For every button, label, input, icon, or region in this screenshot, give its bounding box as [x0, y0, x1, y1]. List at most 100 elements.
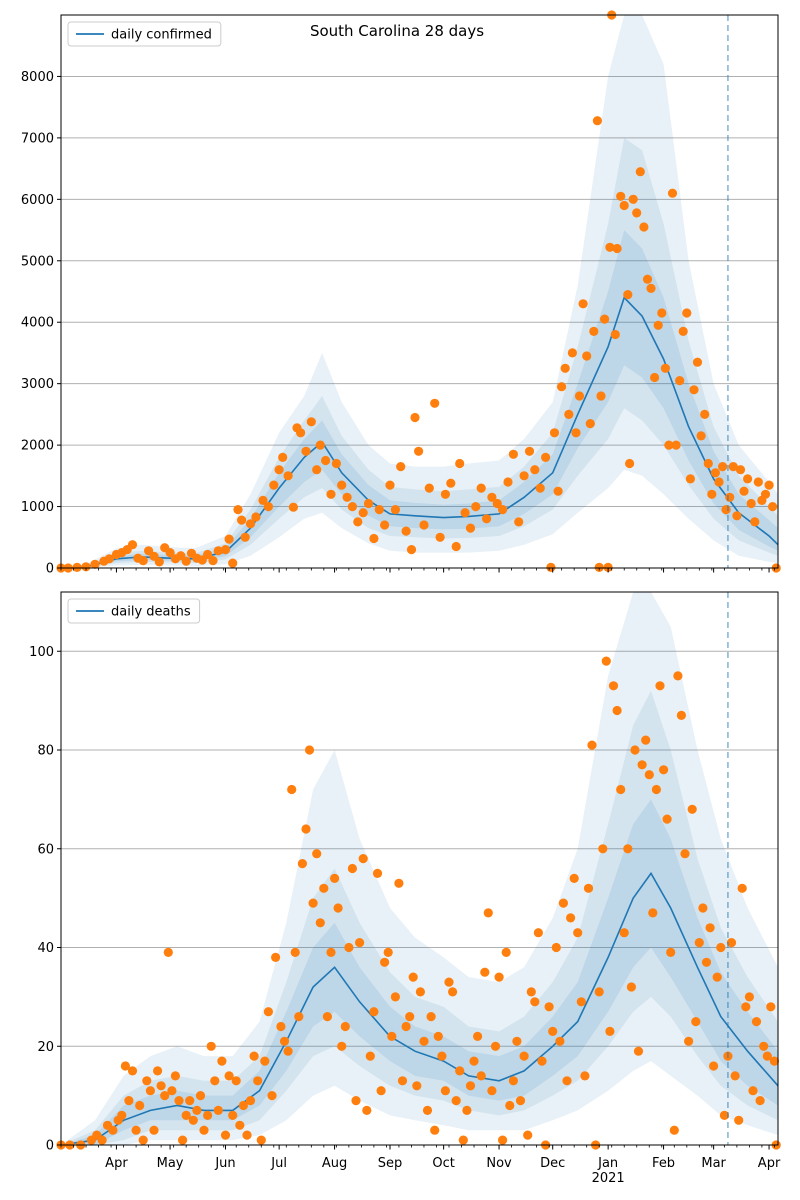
data-point [185, 1096, 195, 1106]
data-point [612, 705, 622, 716]
data-point [326, 947, 336, 958]
data-point [718, 462, 728, 472]
data-point [642, 274, 653, 284]
data-point [667, 188, 678, 198]
data-point [583, 883, 594, 893]
data-point [573, 928, 583, 938]
data-point [628, 194, 638, 204]
data-point [555, 1036, 565, 1046]
data-point [188, 1115, 198, 1125]
data-point [469, 1056, 479, 1066]
data-point [639, 222, 649, 232]
y-ticks: 0 20 40 60 80 100 [29, 645, 61, 1154]
data-point [623, 290, 633, 300]
data-point [512, 1036, 522, 1046]
data-point [174, 1096, 184, 1106]
data-point [594, 562, 604, 573]
data-point [709, 1061, 719, 1071]
data-point [154, 557, 164, 567]
data-point [455, 1066, 465, 1076]
y-tick-label: 6000 [21, 193, 54, 208]
data-point [696, 431, 706, 441]
data-point [605, 1026, 615, 1036]
data-point [224, 534, 234, 544]
data-point [355, 938, 365, 948]
data-point [312, 849, 322, 859]
data-point [700, 409, 710, 419]
x-tick-label: Feb [652, 1156, 675, 1171]
data-point [651, 784, 662, 795]
band-outer [61, 15, 778, 568]
data-point [553, 486, 563, 496]
data-point [769, 1056, 780, 1066]
data-point [181, 556, 191, 566]
y-ticks: 0 1000 2000 3000 4000 5000 6000 7000 8000 [21, 70, 61, 577]
data-point [387, 1031, 397, 1041]
data-point [548, 1026, 558, 1036]
data-point [249, 1051, 259, 1061]
data-point [494, 972, 504, 982]
data-point [208, 556, 218, 566]
data-point [319, 883, 329, 893]
x-tick-label: Dec [540, 1156, 565, 1171]
data-point [710, 468, 721, 478]
y-tick-label: 3000 [21, 377, 54, 392]
data-point [430, 1125, 440, 1135]
data-point [358, 854, 368, 864]
data-point [287, 784, 297, 795]
data-point [653, 320, 663, 330]
data-point [242, 1130, 252, 1140]
data-point [251, 512, 261, 522]
data-point [380, 957, 390, 967]
data-point [422, 1105, 433, 1115]
data-point [203, 549, 213, 560]
data-point [725, 492, 735, 502]
data-point [245, 519, 256, 529]
data-point [569, 873, 579, 884]
data-point [648, 908, 658, 918]
y-tick-label: 0 [46, 562, 54, 577]
data-point [440, 1086, 450, 1096]
data-point [369, 533, 379, 544]
data-point [90, 559, 100, 569]
data-point [535, 483, 545, 493]
data-point [455, 458, 465, 469]
data-point [426, 1012, 436, 1022]
data-point [401, 1021, 411, 1032]
x-ticks [60, 568, 775, 573]
y-tick-label: 0 [46, 1139, 54, 1154]
data-point [213, 546, 223, 556]
data-point [415, 987, 425, 997]
data-point [687, 804, 697, 814]
data-point [97, 1135, 107, 1145]
data-point [707, 489, 717, 499]
x-tick-label: Apr [758, 1156, 781, 1171]
y-tick-label: 20 [37, 1040, 54, 1055]
data-point [487, 492, 497, 502]
data-point [397, 1076, 408, 1086]
data-point [446, 478, 456, 488]
x-tick-label: Aug [322, 1156, 347, 1171]
y-tick-label: 4000 [21, 316, 54, 331]
y-tick-label: 8000 [21, 70, 54, 85]
axes-border [60, 591, 779, 1146]
data-point [383, 947, 393, 958]
data-point [374, 505, 384, 515]
data-point [578, 299, 588, 309]
data-point [737, 883, 747, 893]
data-point [619, 928, 629, 938]
data-point [160, 1091, 170, 1101]
data-point [178, 1135, 188, 1145]
data-point [135, 1100, 145, 1111]
chart-title: South Carolina 28 days [310, 22, 484, 40]
data-point [465, 523, 476, 533]
y-tick-label: 100 [29, 645, 54, 660]
data-point [544, 1002, 554, 1012]
x-tick-label: May [157, 1156, 184, 1171]
x-tick-label: Oct [432, 1156, 454, 1171]
data-point [372, 868, 383, 879]
data-point [240, 532, 250, 542]
x-tick-sublabel: 2021 [592, 1171, 625, 1186]
data-point [537, 1056, 547, 1066]
data-point [637, 760, 647, 770]
